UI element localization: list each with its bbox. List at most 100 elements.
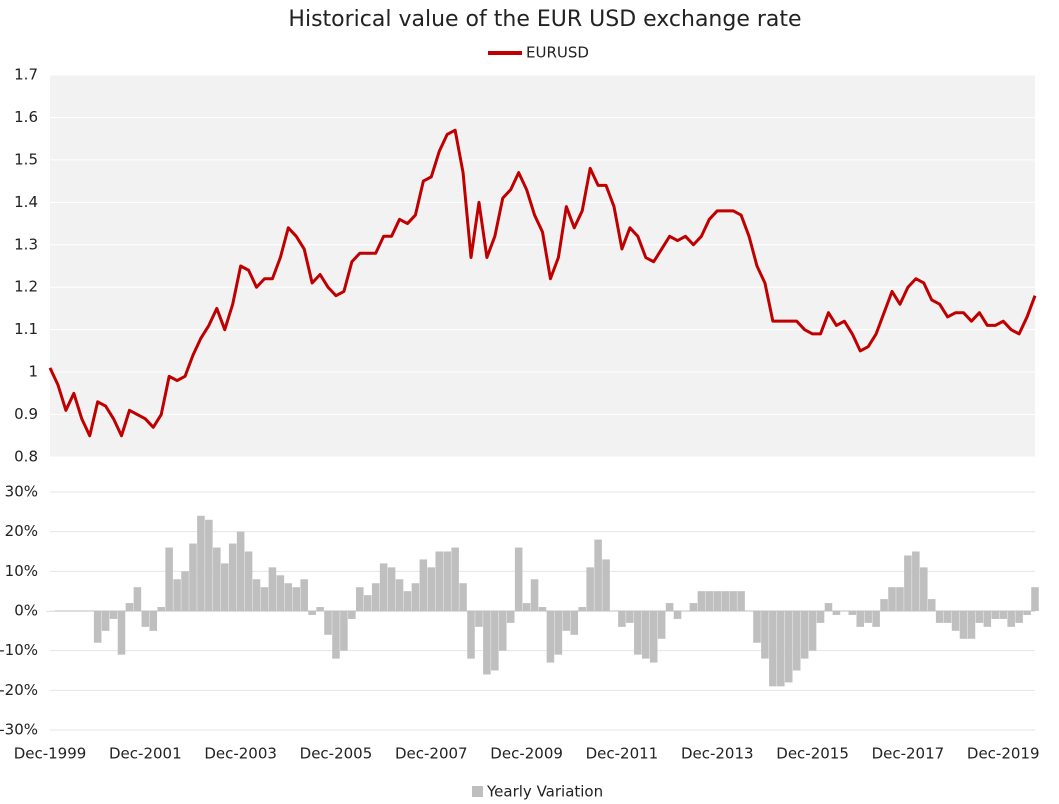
bar (483, 611, 491, 675)
bar (363, 595, 372, 611)
bar (459, 583, 467, 611)
bar (451, 547, 459, 611)
y-tick-label: 1.3 (14, 235, 38, 253)
y-tick-label: 1 (28, 363, 38, 381)
y-tick-label: 1.5 (14, 150, 38, 168)
bar (570, 611, 579, 635)
bar (602, 559, 610, 611)
legend-swatch (472, 786, 483, 797)
bar (435, 551, 444, 611)
bar (419, 559, 428, 611)
bar (594, 539, 602, 611)
bar (62, 611, 70, 612)
bar (181, 571, 189, 611)
x-tick-label: Dec-2005 (300, 745, 373, 763)
bar (46, 611, 54, 612)
bar (586, 567, 594, 611)
bar (514, 547, 523, 611)
bar (832, 611, 841, 615)
bar (54, 611, 62, 612)
bar (467, 611, 475, 659)
bar (745, 611, 753, 612)
y-tick-label: -10% (0, 641, 38, 659)
bar (499, 611, 507, 651)
bar (665, 603, 674, 611)
bar (491, 611, 499, 671)
bar (610, 611, 618, 612)
y-tick-label: 0.9 (14, 405, 38, 423)
bar (1007, 611, 1015, 627)
bar (324, 611, 332, 635)
bar (657, 611, 666, 639)
bar (149, 611, 158, 631)
x-tick-label: Dec-2009 (490, 745, 563, 763)
legend-label: Yearly Variation (486, 783, 603, 801)
bar (1031, 587, 1039, 611)
bar (236, 531, 245, 611)
bar (411, 583, 420, 611)
bar (141, 611, 150, 627)
bar (244, 551, 253, 611)
bar (228, 543, 237, 611)
bar (769, 611, 777, 687)
line (48, 128, 1037, 438)
y-tick-label: 1.6 (14, 108, 38, 126)
bar (371, 583, 380, 611)
bar (189, 543, 197, 611)
bar (133, 587, 142, 611)
y-tick-label: 1.4 (14, 193, 38, 211)
bar (927, 599, 936, 611)
bar (800, 611, 809, 659)
bar (340, 611, 348, 651)
bar (205, 519, 213, 611)
bar (920, 567, 928, 611)
bar (959, 611, 968, 639)
bar (157, 607, 165, 611)
x-tick-label: Dec-2017 (872, 745, 945, 763)
bar (880, 599, 888, 611)
bar (649, 611, 658, 663)
bar (896, 587, 904, 611)
bar (729, 591, 737, 611)
bar (70, 611, 78, 612)
bar (387, 567, 396, 611)
bar (379, 563, 388, 611)
bar (300, 579, 308, 611)
bar (578, 607, 586, 611)
bar (641, 611, 650, 659)
bar (1015, 611, 1023, 623)
bar (618, 611, 626, 627)
bar (284, 583, 293, 611)
y-tick-label: -20% (0, 681, 38, 699)
x-tick-label: Dec-2011 (586, 745, 659, 763)
bar (681, 611, 690, 612)
bar (697, 591, 706, 611)
x-tick-label: Dec-2013 (681, 745, 754, 763)
bar (220, 563, 229, 611)
bar (356, 587, 364, 611)
bar (252, 579, 261, 611)
bar (753, 611, 761, 643)
bar (173, 579, 181, 611)
bar (816, 611, 825, 623)
bar (951, 611, 960, 631)
y-tick-label: 20% (5, 522, 38, 540)
plot-background (50, 75, 1035, 457)
bar (292, 587, 301, 611)
bar (316, 607, 324, 611)
bar (78, 611, 86, 612)
bar (904, 555, 912, 611)
bar (308, 611, 316, 615)
bar (522, 603, 531, 611)
bar (332, 611, 340, 659)
chart-title: Historical value of the EUR USD exchange… (288, 7, 801, 32)
bar (999, 611, 1007, 619)
x-tick-label: Dec-2019 (967, 745, 1040, 763)
bar (777, 611, 785, 687)
x-tick-label: Dec-2015 (776, 745, 849, 763)
bar (808, 611, 817, 651)
y-tick-label: 0% (14, 602, 38, 620)
bar (117, 611, 126, 655)
